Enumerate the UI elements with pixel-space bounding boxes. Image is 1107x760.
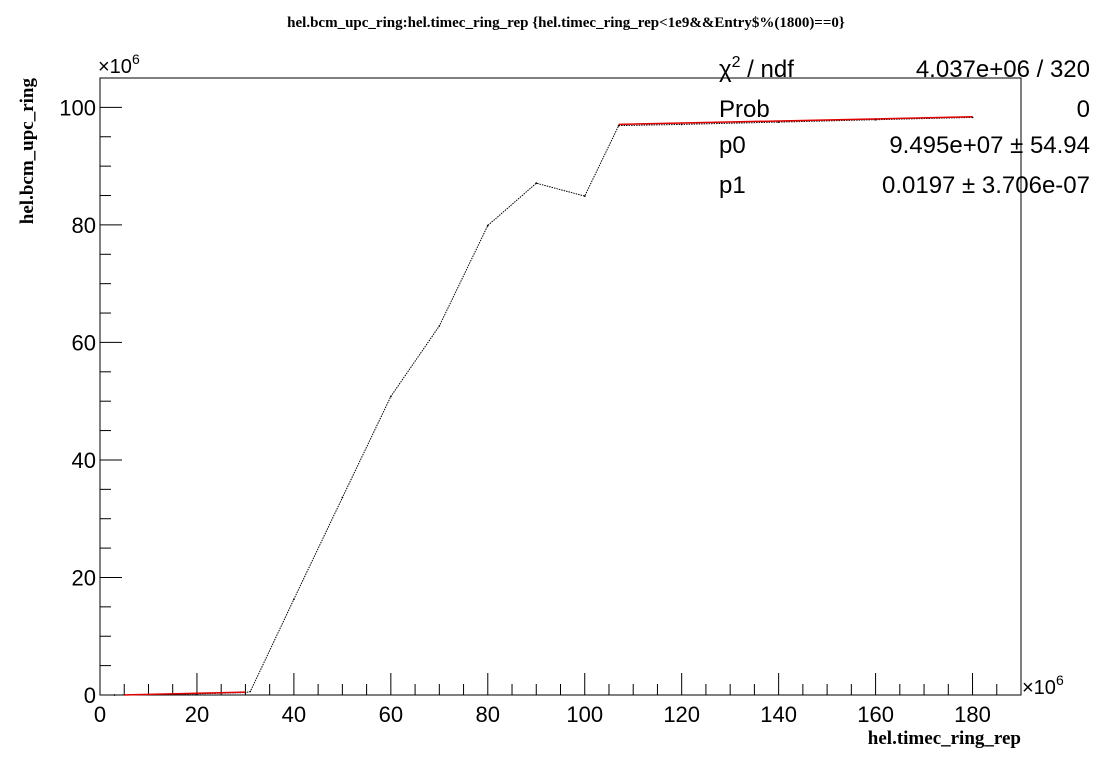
data-point	[292, 598, 295, 601]
stats-p1-label: p1	[719, 172, 746, 199]
x-tick-label: 160	[857, 702, 894, 727]
y-tick-label: 20	[72, 565, 96, 590]
x-tick-label: 100	[566, 702, 603, 727]
data-point	[583, 195, 586, 198]
x-tick-label: 40	[282, 702, 306, 727]
fit-lines	[124, 116, 973, 696]
x-tick-label: 80	[476, 702, 500, 727]
fit-line	[618, 116, 973, 126]
data-series	[113, 116, 974, 696]
data-point	[535, 182, 538, 185]
x-tick-label: 60	[379, 702, 403, 727]
plot-frame	[99, 77, 1022, 696]
stats-p0-value: 9.495e+07 ± 54.94	[889, 132, 1090, 159]
data-point	[249, 690, 252, 693]
stats-p1-value: 0.0197 ± 3.706e-07	[882, 172, 1090, 199]
y-tick-label: 80	[72, 213, 96, 238]
data-point	[617, 124, 620, 127]
series-line	[114, 116, 973, 696]
x-tick-label: 0	[94, 702, 106, 727]
data-point	[389, 395, 392, 398]
x-tick-label: 20	[185, 702, 209, 727]
stats-prob-value: 0	[1077, 96, 1090, 123]
x-multiplier: ×106	[1022, 672, 1064, 699]
x-axis: 0 20 40 60 80 100 120 140 160 180	[94, 673, 1022, 727]
y-tick-label: 40	[72, 448, 96, 473]
fit-line	[124, 691, 246, 696]
x-tick-label: 140	[760, 702, 797, 727]
stats-chi2-label: χ2 / ndf	[719, 54, 794, 83]
data-point	[113, 694, 116, 696]
stats-p0-label: p0	[719, 132, 746, 159]
x-tick-label: 180	[954, 702, 991, 727]
stats-chi2-value: 4.037e+06 / 320	[916, 56, 1090, 83]
y-axis: 0 20 40 60 80 100	[59, 95, 122, 708]
data-point	[486, 224, 489, 227]
stats-prob-label: Prob	[719, 96, 770, 123]
y-tick-label: 0	[84, 683, 96, 708]
x-tick-label: 120	[663, 702, 700, 727]
x-axis-label: hel.timec_ring_rep	[868, 728, 1021, 749]
y-axis-label: hel.bcm_upc_ring	[17, 78, 38, 225]
chart-title: hel.bcm_upc_ring:hel.timec_ring_rep {hel…	[287, 15, 845, 31]
y-tick-label: 60	[72, 330, 96, 355]
data-point	[680, 123, 683, 126]
y-tick-label: 100	[59, 95, 96, 120]
y-multiplier: ×106	[98, 51, 140, 78]
fit-stats-box: χ2 / ndf 4.037e+06 / 320 Prob 0 p0 9.495…	[719, 54, 1090, 199]
data-point	[341, 496, 344, 499]
data-point	[438, 325, 441, 327]
